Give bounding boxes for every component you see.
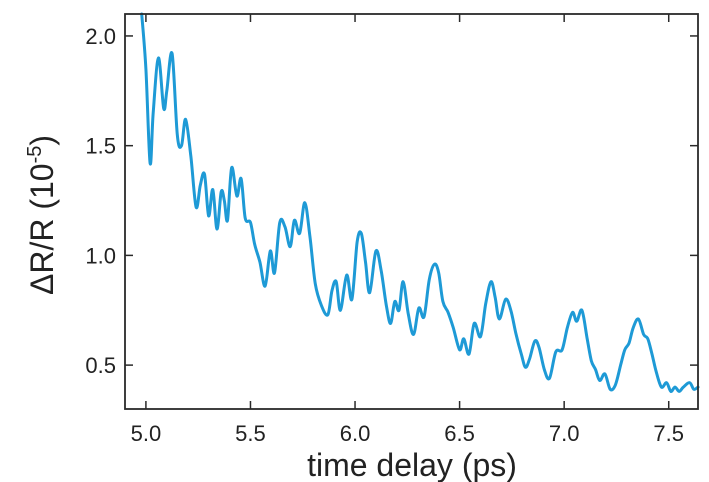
plot-frame xyxy=(124,13,699,410)
y-tick-label: 1.5 xyxy=(85,134,116,159)
x-tick-label: 6.5 xyxy=(444,421,475,446)
y-tick-label: 1.0 xyxy=(85,243,116,268)
x-tick-label: 5.5 xyxy=(235,421,266,446)
y-tick-label: 0.5 xyxy=(85,353,116,378)
y-axis-label-suffix: ) xyxy=(24,135,60,146)
x-ticks: 5.0 5.5 6.0 6.5 7.0 7.5 xyxy=(131,14,684,446)
y-tick-label: 2.0 xyxy=(85,24,116,49)
x-axis-label: time delay (ps) xyxy=(307,447,517,482)
y-ticks: 0.5 1.0 1.5 2.0 xyxy=(85,24,698,378)
x-tick-label: 5.0 xyxy=(131,421,162,446)
y-axis-label-prefix: ΔR/R (10 xyxy=(24,163,60,295)
x-tick-label: 7.0 xyxy=(549,421,580,446)
x-tick-label: 7.5 xyxy=(653,421,684,446)
y-axis-label: ΔR/R (10-5) xyxy=(24,135,60,295)
y-axis-label-exponent: -5 xyxy=(24,146,46,164)
data-line xyxy=(140,12,700,393)
x-tick-label: 6.0 xyxy=(340,421,371,446)
